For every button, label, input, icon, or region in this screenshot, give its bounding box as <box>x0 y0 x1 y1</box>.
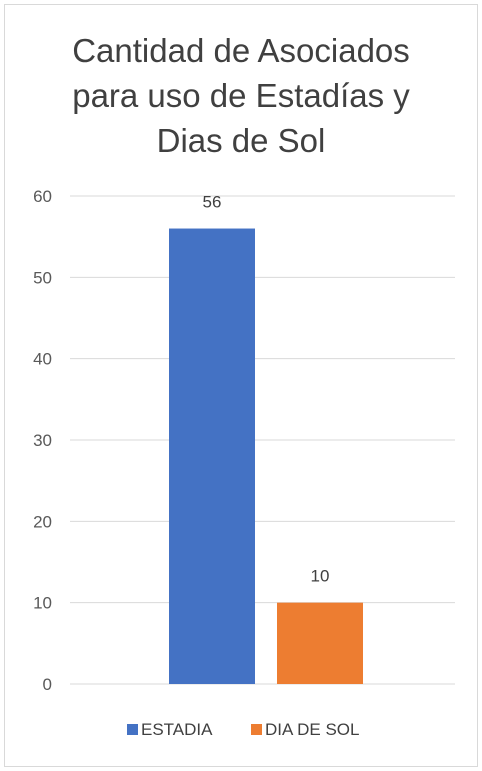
y-axis: 0 10 20 30 40 50 60 <box>33 187 52 694</box>
data-label-estadia: 56 <box>203 193 222 212</box>
bar-dia-de-sol <box>277 602 363 684</box>
chart-title-line-1: Cantidad de Asociados <box>72 32 410 69</box>
data-label-dia-de-sol: 10 <box>311 567 330 586</box>
y-tick-10: 10 <box>33 594 52 613</box>
y-tick-60: 60 <box>33 187 52 206</box>
y-tick-30: 30 <box>33 431 52 450</box>
legend-label-estadia: ESTADIA <box>141 720 213 739</box>
legend: ESTADIA DIA DE SOL <box>127 720 359 739</box>
chart-title: Cantidad de Asociados para uso de Estadí… <box>0 28 482 163</box>
bar-estadia <box>169 228 255 685</box>
legend-swatch-dia-de-sol <box>251 724 262 735</box>
legend-label-dia-de-sol: DIA DE SOL <box>265 720 359 739</box>
gridlines <box>70 195 455 685</box>
bars: 56 10 <box>169 193 363 685</box>
chart-title-line-3: Dias de Sol <box>156 122 326 159</box>
legend-swatch-estadia <box>127 724 138 735</box>
y-tick-40: 40 <box>33 350 52 369</box>
chart-title-line-2: para uso de Estadías y <box>72 77 410 114</box>
y-tick-20: 20 <box>33 512 52 531</box>
y-tick-50: 50 <box>33 268 52 287</box>
y-tick-0: 0 <box>43 675 52 694</box>
